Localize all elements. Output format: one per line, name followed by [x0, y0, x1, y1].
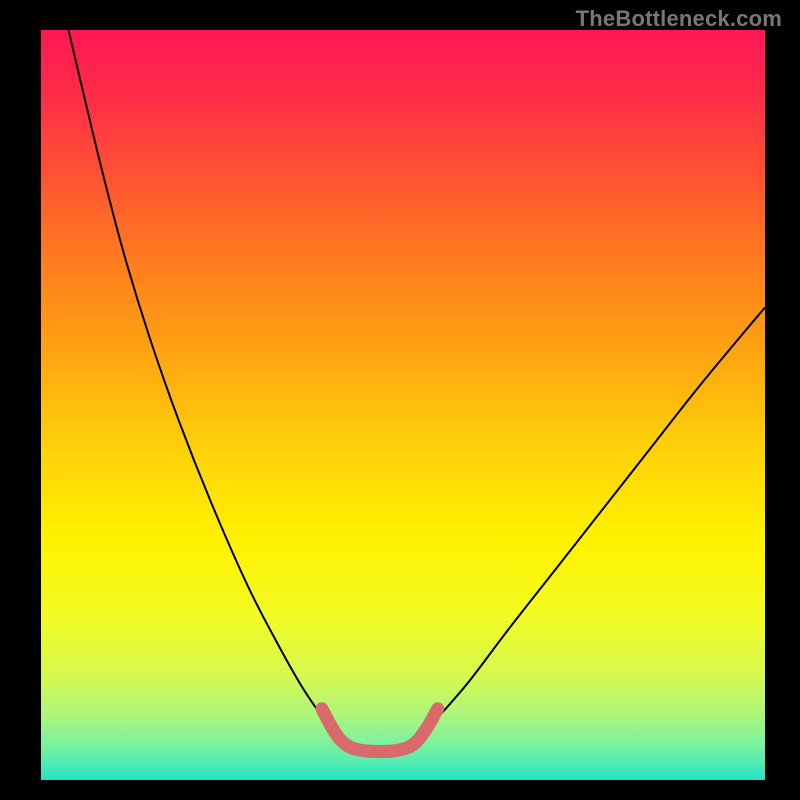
watermark-text: TheBottleneck.com — [576, 6, 782, 32]
plot-background — [41, 30, 765, 780]
bottleneck-plot — [41, 30, 765, 780]
chart-frame: TheBottleneck.com — [0, 0, 800, 800]
